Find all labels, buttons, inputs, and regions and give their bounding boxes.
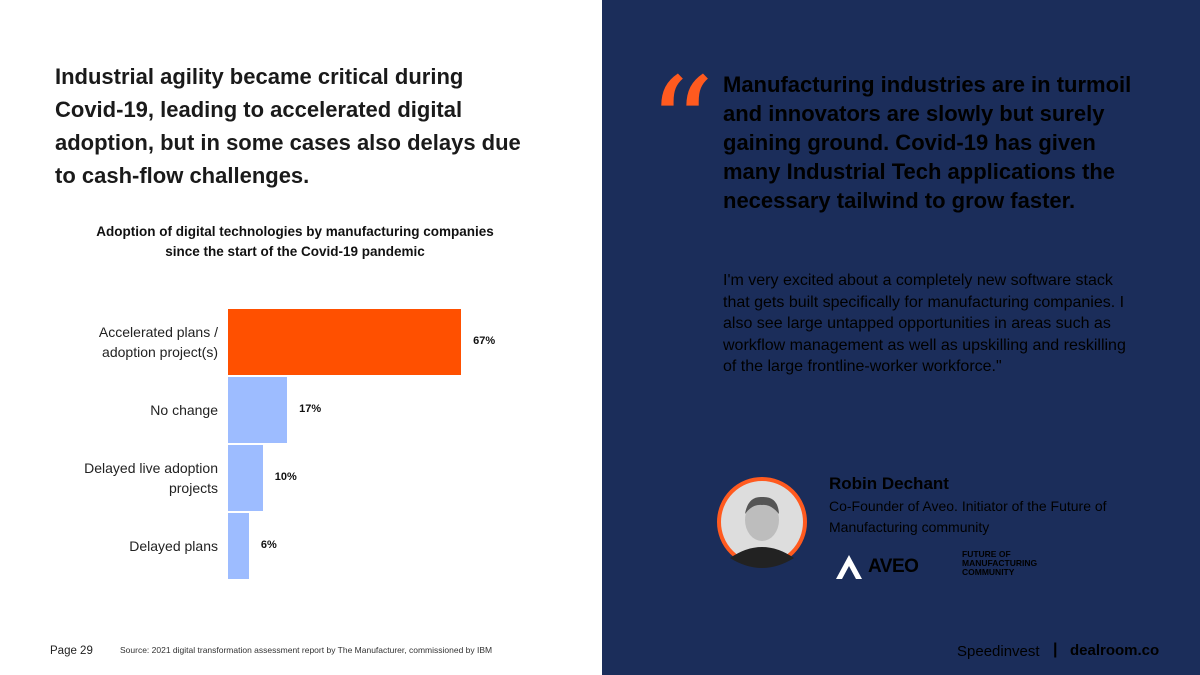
fom-line: MANUFACTURING (962, 558, 1038, 568)
aveo-mark (836, 555, 862, 579)
category-label: Delayed live adoption projects (84, 460, 218, 496)
category-label: Delayed plans (129, 538, 218, 554)
brand-separator: | (1053, 641, 1058, 658)
shirt (730, 547, 794, 568)
bar (228, 513, 249, 579)
bar (228, 445, 263, 511)
aveo-logo: AVEO (868, 556, 919, 577)
source: Source: 2021 digital transformation asse… (120, 645, 493, 655)
chart-title: Adoption of digital technologies by manu… (96, 224, 494, 259)
value-label: 6% (260, 539, 277, 551)
category-label: Accelerated plans / adoption project(s) (98, 324, 218, 360)
aveo-icon (836, 555, 862, 579)
brand-speedinvest: Speedinvest (957, 643, 1040, 660)
quote-headline: Manufacturing industries are in turmoil … (723, 72, 1132, 213)
fom-line: FUTURE OF (962, 549, 1011, 559)
bar (228, 377, 288, 443)
fom-line: COMMUNITY (962, 567, 1015, 577)
face (745, 499, 779, 541)
page-number: Page 29 (50, 645, 93, 657)
value-label: 67% (473, 335, 496, 347)
quote-body: I'm very excited about a completely new … (723, 272, 1126, 375)
quote-mark: “ (648, 49, 715, 201)
right-panel (602, 0, 1200, 675)
person-name: Robin Dechant (829, 474, 949, 493)
hair (745, 496, 779, 514)
brand-dealroom: dealroom.co (1070, 642, 1160, 659)
value-label: 10% (274, 471, 297, 483)
bar (228, 309, 462, 375)
headline: Industrial agility became critical durin… (55, 64, 521, 188)
person-role: Co-Founder of Aveo. Initiator of the Fut… (829, 498, 1107, 535)
portrait (717, 477, 807, 568)
value-label: 17% (299, 403, 322, 415)
fom-logo: FUTURE OF MANUFACTURING COMMUNITY (962, 550, 1037, 577)
category-label: No change (150, 402, 218, 418)
